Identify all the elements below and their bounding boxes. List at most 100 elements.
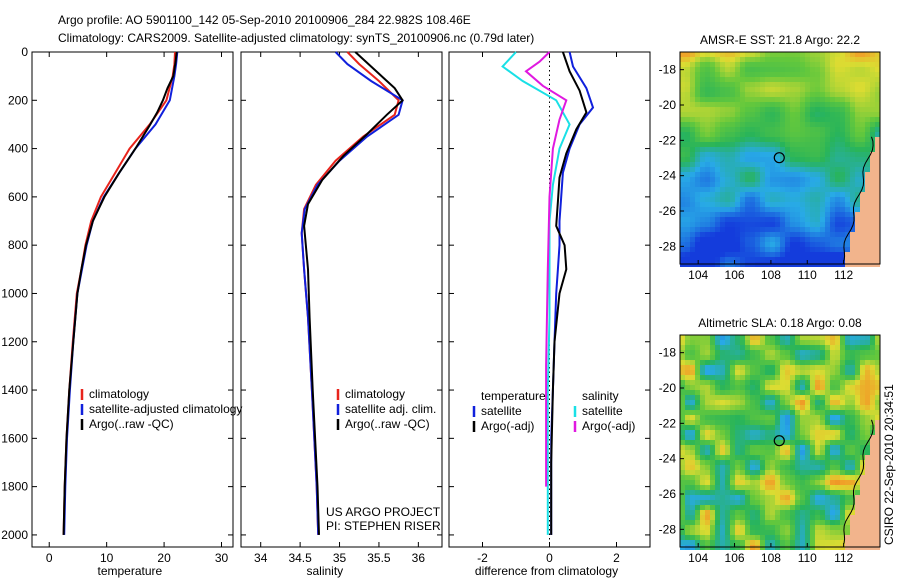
map-cell [865, 415, 870, 420]
map-cell [780, 510, 785, 515]
map-cell [710, 232, 715, 237]
map-cell [845, 405, 850, 410]
map-cell [875, 395, 880, 400]
map-cell [760, 117, 765, 122]
map-cell [750, 395, 755, 400]
map-cell [820, 360, 825, 365]
map-cell [850, 390, 855, 395]
map-cell [705, 127, 710, 132]
map-cell [765, 87, 770, 92]
map-cell [755, 520, 760, 525]
map-cell [805, 350, 810, 355]
map-cell [720, 365, 725, 370]
map-cell [855, 212, 860, 217]
map-cell [810, 252, 815, 257]
map-cell [875, 500, 880, 505]
map-cell [695, 475, 700, 480]
map-cell [875, 52, 880, 57]
map-cell [790, 132, 795, 137]
map-cell [815, 540, 820, 545]
map-cell [790, 475, 795, 480]
map-cell [770, 480, 775, 485]
map-cell [845, 420, 850, 425]
map-cell [710, 500, 715, 505]
map-cell [785, 67, 790, 72]
map-cell [825, 82, 830, 87]
y-tick-label: 1600 [1, 431, 28, 445]
map-cell [800, 242, 805, 247]
map-cell [860, 97, 865, 102]
map-cell [840, 370, 845, 375]
map-cell [820, 257, 825, 262]
map-cell [765, 375, 770, 380]
map-cell [725, 435, 730, 440]
map-cell [835, 237, 840, 242]
map-cell [795, 540, 800, 545]
map-cell [760, 440, 765, 445]
map-cell [745, 460, 750, 465]
map-cell [705, 67, 710, 72]
map-cell [720, 345, 725, 350]
map-cell [740, 395, 745, 400]
map-cell [730, 500, 735, 505]
map-cell [725, 465, 730, 470]
map-cell [685, 445, 690, 450]
map-cell [760, 350, 765, 355]
map-cell [820, 465, 825, 470]
map-cell [705, 247, 710, 252]
map-cell [795, 217, 800, 222]
map-cell [875, 257, 880, 262]
map-cell [765, 237, 770, 242]
map-cell [855, 415, 860, 420]
map-cell [715, 122, 720, 127]
map-cell [820, 252, 825, 257]
map-cell [825, 252, 830, 257]
axes-frame [31, 51, 234, 548]
legend-label: satellite [481, 404, 522, 418]
map-cell [770, 222, 775, 227]
map-cell [780, 67, 785, 72]
map-cell [870, 370, 875, 375]
map-cell [840, 242, 845, 247]
map-cell [870, 222, 875, 227]
map-cell [815, 102, 820, 107]
map-cell [690, 485, 695, 490]
map-cell [730, 415, 735, 420]
map-cell [720, 157, 725, 162]
map-cell [775, 82, 780, 87]
x-tick-label: 106 [725, 551, 745, 565]
map-cell [875, 62, 880, 67]
map-cell [835, 102, 840, 107]
map-cell [695, 455, 700, 460]
map-cell [825, 410, 830, 415]
map-cell [710, 350, 715, 355]
map-cell [720, 122, 725, 127]
map-cell [815, 380, 820, 385]
map-cell [785, 535, 790, 540]
map-cell [845, 520, 850, 525]
map-cell [830, 117, 835, 122]
map-cell [805, 242, 810, 247]
map-cell [865, 475, 870, 480]
map-cell [835, 530, 840, 535]
map-cell [840, 405, 845, 410]
map-cell [685, 465, 690, 470]
map-cell [770, 147, 775, 152]
map-cell [800, 345, 805, 350]
map-cell [855, 217, 860, 222]
map-cell [700, 350, 705, 355]
map-cell [810, 87, 815, 92]
map-cell [730, 182, 735, 187]
map-cell [850, 127, 855, 132]
map-cell [755, 345, 760, 350]
map-cell [710, 122, 715, 127]
map-cell [830, 192, 835, 197]
map-cell [735, 197, 740, 202]
map-cell [860, 137, 865, 142]
map-cell [860, 112, 865, 117]
map-cell [815, 112, 820, 117]
map-cell [700, 515, 705, 520]
map-cell [725, 470, 730, 475]
map-cell [720, 475, 725, 480]
map-cell [740, 425, 745, 430]
